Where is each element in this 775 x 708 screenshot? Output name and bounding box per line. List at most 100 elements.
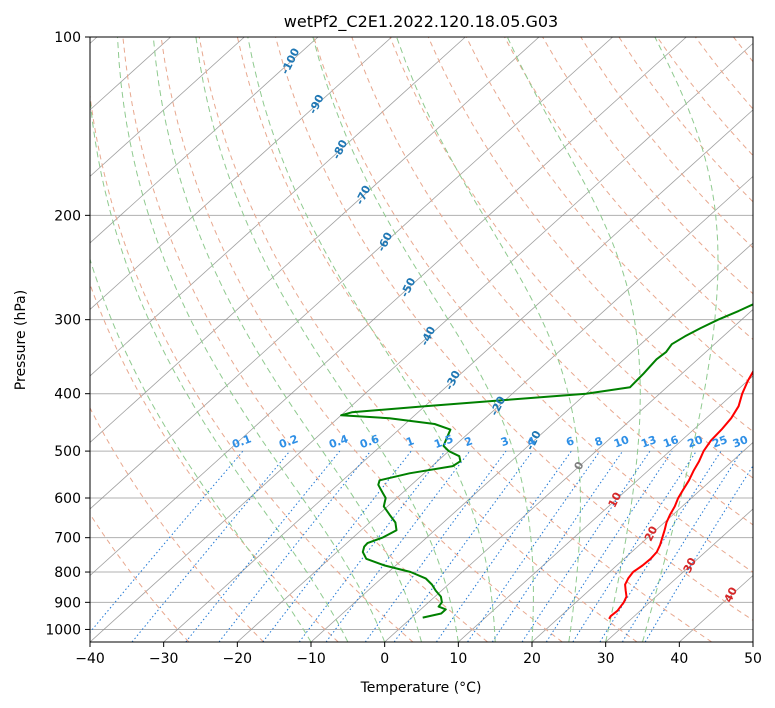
isotherm-line <box>605 508 753 642</box>
isotherm-line <box>531 441 753 642</box>
y-tick-label: 900 <box>54 595 81 611</box>
dry-adiabat-line <box>542 37 753 295</box>
mixing-ratio-line <box>521 450 651 642</box>
isotherm-line <box>458 375 753 642</box>
dry-adiabat-line <box>351 37 753 526</box>
dry-adiabat-line <box>90 282 339 642</box>
y-axis-title: Pressure (hPa) <box>13 290 29 390</box>
sounding-series <box>340 303 753 620</box>
isotherm-line <box>237 175 753 642</box>
dry-adiabat-line <box>275 37 753 621</box>
mixing-ratio-line <box>393 450 534 642</box>
dry-adiabat-line <box>427 37 753 433</box>
moist-adiabat-line <box>396 37 581 642</box>
dry-adiabat-label: 20 <box>642 524 661 544</box>
mixing-ratio-line <box>131 450 291 642</box>
x-tick-label: 0 <box>380 651 389 667</box>
x-axis-ticks: −40 −30 −20 −10 0 10 20 30 40 50 <box>75 642 762 667</box>
mixing-ratio-label: 10 <box>612 433 631 451</box>
mixing-ratio-label: 1 <box>404 434 416 449</box>
mixing-ratio-lines <box>90 450 753 642</box>
dry-adiabat-line <box>90 513 190 642</box>
isotherm-line <box>90 37 392 310</box>
mixing-ratio-label: 25 <box>710 433 729 450</box>
x-tick-label: 30 <box>597 651 615 667</box>
y-tick-label: 700 <box>54 531 81 547</box>
mixing-ratio-line <box>545 450 673 642</box>
y-tick-label: 100 <box>54 30 81 46</box>
y-tick-label: 500 <box>54 444 81 460</box>
plot-area: -100-90-80-70-60-50-40-30-20-10010203040… <box>90 37 771 642</box>
y-tick-label: 800 <box>54 565 81 581</box>
isotherm-line <box>163 109 753 642</box>
y-tick-label: 200 <box>54 208 81 224</box>
y-tick-label: 600 <box>54 491 81 507</box>
dry-adiabat-line <box>389 37 753 479</box>
dry-adiabat-label: 10 <box>606 490 625 510</box>
mixing-ratio-label: 36 <box>752 433 771 451</box>
mixing-ratio-label: 8 <box>593 434 605 449</box>
temperature-line <box>608 369 753 620</box>
x-axis-title: Temperature (°C) <box>360 680 482 696</box>
mixing-ratio-line <box>218 450 371 642</box>
mixing-ratio-label: 16 <box>662 433 681 451</box>
moist-adiabat-line <box>90 93 349 642</box>
mixing-ratio-line <box>185 450 341 642</box>
x-tick-label: −20 <box>223 651 253 667</box>
mixing-ratio-label: 13 <box>639 433 658 450</box>
mixing-ratio-label: 0.2 <box>277 432 300 451</box>
isotherm-line <box>384 308 753 642</box>
moist-adiabat-line <box>152 37 422 642</box>
isotherm-line <box>90 42 753 642</box>
dry-adiabat-label: 30 <box>681 555 700 575</box>
isotherm-lines <box>90 37 753 642</box>
chart-title: wetPf2_C2E1.2022.120.18.05.G03 <box>284 12 558 32</box>
pressure-gridlines <box>90 37 753 630</box>
dry-adiabat-label: 40 <box>722 585 741 605</box>
mixing-ratio-label: 0.6 <box>358 432 381 451</box>
y-tick-label: 1000 <box>45 622 81 638</box>
x-tick-label: 50 <box>744 651 762 667</box>
y-tick-label: 400 <box>54 387 81 403</box>
isotherm-line <box>90 37 319 244</box>
isotherm-line <box>90 37 245 177</box>
dry-adiabat-line <box>90 406 264 642</box>
moist-adiabat-line <box>506 37 641 642</box>
dry-adiabat-line <box>122 37 488 642</box>
dry-adiabat-line <box>198 37 638 642</box>
x-tick-label: 40 <box>670 651 688 667</box>
mixing-ratio-label: 4 <box>526 434 538 449</box>
mixing-ratio-label: 1.5 <box>432 432 455 451</box>
x-tick-label: 20 <box>523 651 541 667</box>
moist-adiabat-line <box>90 257 312 642</box>
mixing-ratio-label: 30 <box>731 433 750 451</box>
mixing-ratio-line <box>491 450 624 642</box>
isotherm-line <box>90 37 613 510</box>
moist-adiabat-line <box>642 37 719 642</box>
x-tick-label: 10 <box>449 651 467 667</box>
moist-adiabat-lines <box>90 37 719 642</box>
isotherm-line <box>90 37 466 377</box>
mixing-ratio-line <box>364 450 507 642</box>
mixing-ratio-label: 0.1 <box>230 432 253 451</box>
moist-adiabat-line <box>247 37 496 642</box>
y-tick-label: 300 <box>54 313 81 329</box>
dry-adiabat-line <box>313 37 753 573</box>
moist-adiabat-line <box>312 37 534 642</box>
mixing-ratio-line <box>90 450 244 633</box>
mixing-ratio-label: 3 <box>499 434 511 449</box>
mixing-ratio-line <box>644 464 753 642</box>
mixing-ratio-line <box>572 450 697 642</box>
plot-frame <box>89 36 754 643</box>
dry-adiabat-line <box>236 37 712 642</box>
dry-adiabat-line <box>160 37 563 642</box>
dry-adiabat-line <box>90 91 414 642</box>
mixing-ratio-line <box>599 450 722 642</box>
x-tick-label: −30 <box>149 651 179 667</box>
mixing-ratio-line <box>325 450 471 642</box>
dewpoint-line <box>340 303 753 619</box>
mixing-ratio-label: 2 <box>463 434 475 449</box>
mixing-ratio-label: 0.4 <box>327 432 350 451</box>
mixing-ratio-line <box>435 450 572 642</box>
